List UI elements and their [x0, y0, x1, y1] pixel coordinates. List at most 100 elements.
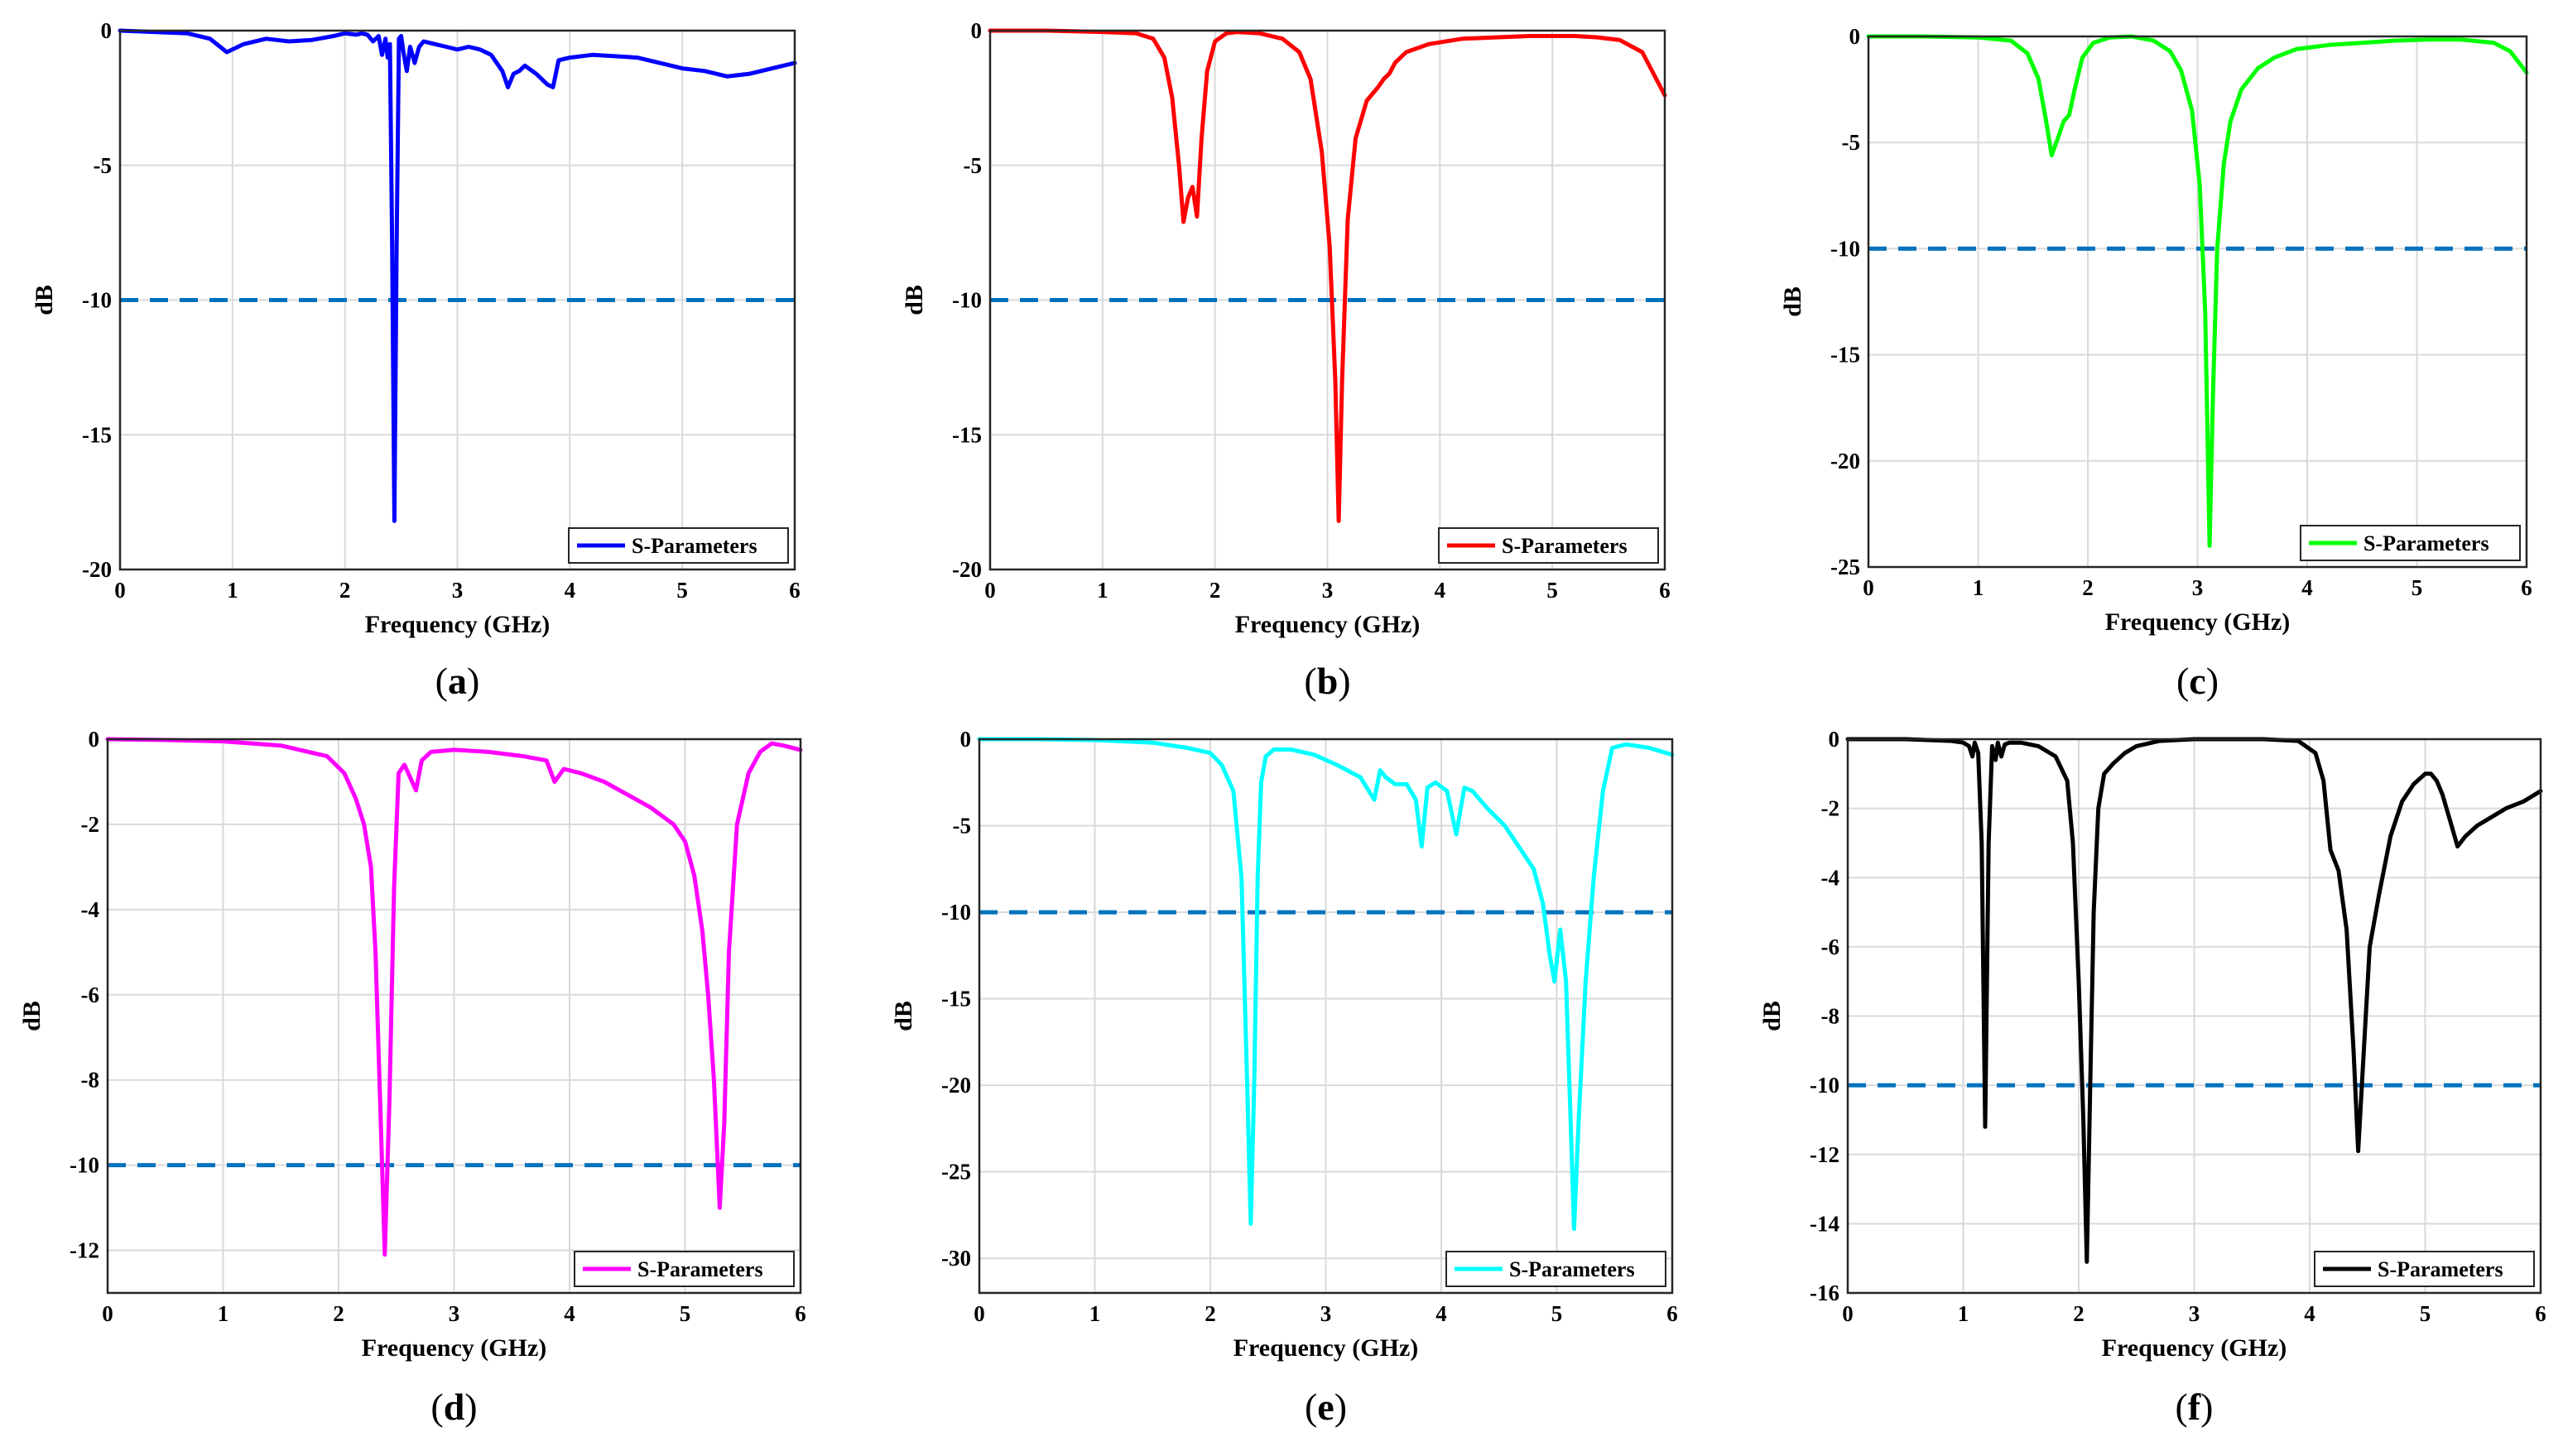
legend: S-Parameters [2300, 525, 2521, 561]
caption-letter: f [2188, 1386, 2201, 1428]
x-tick-label: 4 [2304, 1301, 2315, 1326]
x-tick-label: 3 [2192, 575, 2204, 600]
x-tick-label: 4 [2301, 575, 2313, 600]
y-tick-label: -10 [952, 288, 982, 313]
y-tick-label: -10 [70, 1153, 99, 1178]
plot-frame [1846, 738, 2542, 1295]
x-tick-label: 1 [1089, 1301, 1101, 1326]
legend-label: S-Parameters [2363, 531, 2489, 555]
caption-open-paren: ( [2176, 1386, 2188, 1428]
y-tick-label: -10 [82, 288, 112, 313]
legend: S-Parameters [568, 527, 789, 564]
x-tick-label: 4 [565, 578, 576, 603]
x-tick-label: 4 [1435, 1301, 1447, 1326]
x-tick-label: 0 [984, 578, 996, 603]
caption-letter: d [444, 1386, 465, 1428]
y-tick-label: 0 [1849, 24, 1861, 49]
plot-frame [106, 738, 802, 1295]
panel-caption: (f) [2176, 1386, 2214, 1428]
x-tick-label: 6 [795, 1301, 806, 1326]
s-parameters-curve [977, 737, 1675, 1232]
y-tick-label: -2 [1821, 796, 1840, 821]
y-axis-label: dB [1758, 1001, 1786, 1031]
y-tick-label: -20 [82, 557, 112, 582]
x-tick-label: 0 [1863, 575, 1874, 600]
legend: S-Parameters [2314, 1251, 2535, 1287]
y-tick-label: -12 [1810, 1142, 1839, 1167]
caption-close-paren: ) [464, 1386, 477, 1428]
s-parameters-curve [988, 28, 1667, 523]
y-tick-label: -8 [1821, 1004, 1840, 1029]
plot-frame [988, 29, 1666, 571]
caption-letter: b [1317, 660, 1339, 702]
y-tick-label: 0 [960, 727, 972, 752]
x-tick-label: 3 [2189, 1301, 2200, 1326]
legend: S-Parameters [574, 1251, 795, 1287]
y-tick-label: -16 [1810, 1281, 1839, 1305]
y-tick-label: -30 [941, 1246, 971, 1271]
x-tick-label: 0 [114, 578, 126, 603]
x-tick-label: 0 [1842, 1301, 1854, 1326]
y-tick-label: -10 [941, 900, 971, 925]
y-tick-label: -6 [81, 983, 100, 1007]
legend: S-Parameters [1438, 527, 1659, 564]
caption-letter: a [448, 660, 467, 702]
x-axis-label: Frequency (GHz) [1235, 611, 1421, 638]
x-tick-label: 5 [2420, 1301, 2431, 1326]
x-tick-label: 1 [1097, 578, 1108, 603]
plot-frame [978, 738, 1674, 1295]
panel-caption: (c) [2176, 660, 2219, 702]
y-tick-label: -4 [81, 897, 100, 922]
caption-close-paren: ) [467, 660, 479, 702]
y-tick-label: -15 [941, 987, 971, 1012]
panel-caption: (d) [430, 1386, 477, 1428]
x-tick-label: 6 [1659, 578, 1671, 603]
y-tick-label: -14 [1810, 1211, 1839, 1236]
y-axis-label: dB [901, 285, 928, 315]
y-tick-label: -2 [81, 812, 100, 837]
s-parameters-curve [118, 28, 797, 523]
x-tick-label: 3 [1322, 578, 1334, 603]
x-tick-label: 2 [333, 1301, 344, 1326]
caption-close-paren: ) [2206, 660, 2219, 702]
caption-open-paren: ( [1305, 1386, 1317, 1428]
caption-open-paren: ( [2176, 660, 2189, 702]
x-tick-label: 3 [452, 578, 464, 603]
y-tick-label: -8 [81, 1068, 100, 1093]
x-tick-label: 4 [564, 1301, 575, 1326]
legend-label: S-Parameters [1509, 1257, 1635, 1281]
chart-panel-c: 0 1 2 3 4 5 6 0 -5 -10 -15 -20 -25 S-Parameters Freque… [1779, 24, 2532, 702]
x-tick-label: 0 [974, 1301, 985, 1326]
x-tick-label: 6 [2535, 1301, 2546, 1326]
legend-label: S-Parameters [632, 534, 757, 558]
caption-open-paren: ( [435, 660, 448, 702]
x-tick-label: 1 [227, 578, 238, 603]
chart-panel-e: 0 1 2 3 4 5 6 0 -5 -10 -15 -20 -25 -30 S-Parameters Fre… [890, 727, 1678, 1428]
x-tick-label: 1 [1958, 1301, 1969, 1326]
y-tick-label: -10 [1810, 1073, 1839, 1098]
x-tick-label: 2 [2073, 1301, 2085, 1326]
y-tick-label: 0 [101, 18, 113, 43]
panel-caption: (e) [1305, 1386, 1347, 1428]
chart-panel-a: 0 1 2 3 4 5 6 0 -5 -10 -15 -20 S-Parameters Frequency… [31, 18, 801, 702]
x-tick-label: 2 [1209, 578, 1221, 603]
caption-close-paren: ) [1334, 1386, 1347, 1428]
x-axis-label: Frequency (GHz) [365, 611, 551, 638]
x-tick-label: 2 [1205, 1301, 1216, 1326]
y-axis-label: dB [1779, 286, 1806, 317]
y-axis-label: dB [890, 1001, 917, 1031]
x-tick-label: 5 [1551, 1301, 1563, 1326]
panel-caption: (a) [435, 660, 480, 702]
y-tick-label: -20 [952, 557, 982, 582]
y-tick-label: -15 [1830, 343, 1860, 368]
y-tick-label: -5 [1842, 130, 1861, 155]
x-tick-label: 1 [218, 1301, 229, 1326]
y-tick-label: -6 [1821, 935, 1840, 959]
y-tick-label: -15 [82, 422, 112, 447]
caption-close-paren: ) [2200, 1386, 2213, 1428]
x-tick-label: 2 [339, 578, 351, 603]
caption-letter: c [2189, 660, 2205, 702]
chart-panel-d: 0 1 2 3 4 5 6 0 -2 -4 -6 -8 -10 -12 S-Parameters Freque… [18, 727, 806, 1428]
y-axis-label: dB [18, 1001, 46, 1031]
